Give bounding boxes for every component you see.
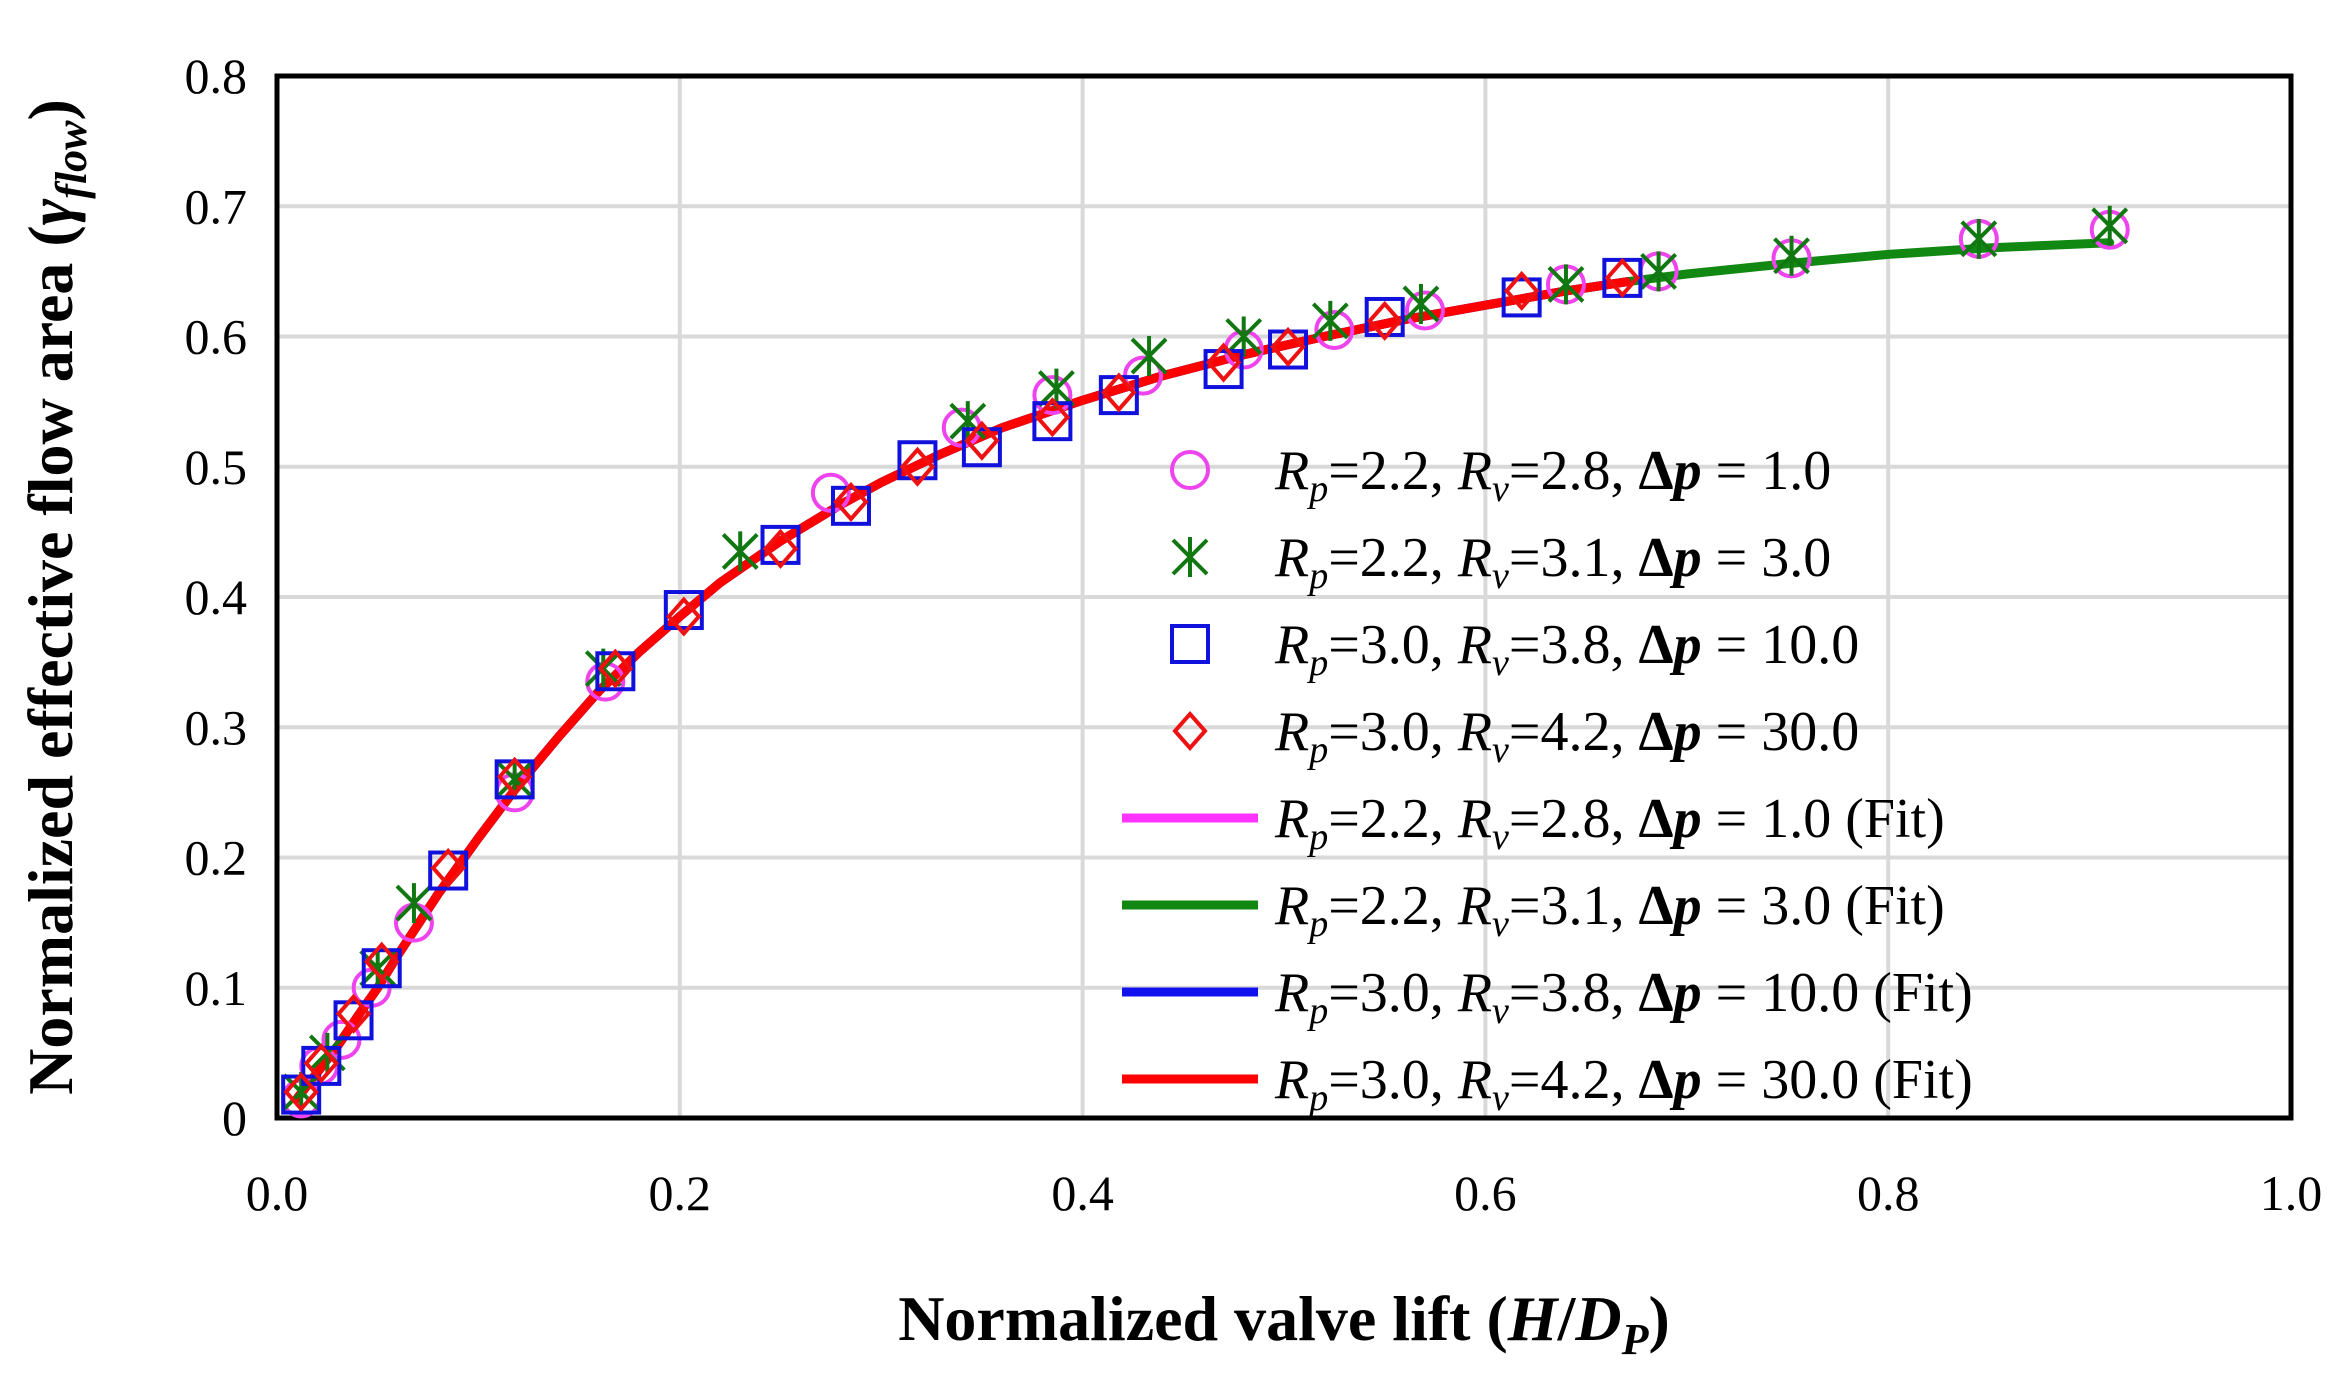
marker-star xyxy=(2091,205,2129,246)
legend-label: Rp=2.2, Rv=2.8, Δp = 1.0 (Fit) xyxy=(1274,788,1945,858)
marker-diamond xyxy=(762,528,799,569)
x-tick-label: 0.6 xyxy=(1454,1165,1517,1221)
marker-diamond xyxy=(283,1071,319,1112)
y-tick-label: 0.1 xyxy=(185,960,248,1016)
marker-square xyxy=(961,427,1002,468)
legend-label: Rp=3.0, Rv=4.2, Δp = 30.0 xyxy=(1274,701,1859,771)
x-tick-label: 0.4 xyxy=(1051,1165,1114,1221)
y-tick-label: 0 xyxy=(222,1090,247,1146)
marker-diamond xyxy=(1034,397,1071,438)
x-tick-label: 0.2 xyxy=(649,1165,712,1221)
marker-star xyxy=(282,1071,320,1112)
marker-star xyxy=(949,401,987,442)
legend: Rp=2.2, Rv=2.8, Δp = 1.0 Rp=2.2, Rv=3.1, … xyxy=(1122,440,1973,1119)
y-tick-label: 0.8 xyxy=(185,48,248,104)
marker-square xyxy=(1170,624,1210,664)
marker-star xyxy=(721,531,759,572)
marker-star xyxy=(584,648,622,689)
marker-star xyxy=(1225,316,1263,357)
marker-star xyxy=(1773,235,1810,276)
marker-square xyxy=(1203,349,1244,390)
marker-circle xyxy=(1314,309,1355,350)
legend-label: Rp=2.2, Rv=3.1, Δp = 3.0 xyxy=(1274,527,1831,597)
marker-star xyxy=(395,883,433,924)
y-tick-label: 0.4 xyxy=(185,569,248,625)
marker-diamond xyxy=(1205,342,1242,383)
marker-diamond xyxy=(1270,326,1306,367)
legend-label: Rp=3.0, Rv=3.8, Δp = 10.0 (Fit) xyxy=(1274,962,1973,1032)
y-tick-label: 0.7 xyxy=(185,178,248,234)
marker-square xyxy=(1501,277,1542,318)
legend-label: Rp=3.0, Rv=4.2, Δp = 30.0 (Fit) xyxy=(1274,1049,1973,1119)
marker-diamond xyxy=(364,941,400,982)
marker-star xyxy=(359,948,397,989)
marker-circle xyxy=(1404,290,1445,331)
marker-circle xyxy=(1170,450,1210,490)
grid-lines xyxy=(277,76,2291,1118)
y-tick-label: 0.3 xyxy=(185,699,248,755)
marker-star xyxy=(1640,251,1678,292)
marker-square xyxy=(361,948,402,989)
y-axis-title: Normalized effective flow area (γflow) xyxy=(15,99,96,1095)
marker-diamond xyxy=(335,993,372,1034)
marker-star xyxy=(1547,264,1585,305)
x-tick-label: 0.0 xyxy=(246,1165,309,1221)
marker-diamond xyxy=(303,1043,339,1084)
y-tick-label: 0.2 xyxy=(185,830,248,886)
x-axis-title: Normalized valve lift (H/DP) xyxy=(898,1283,1670,1364)
marker-star xyxy=(1130,336,1168,377)
x-tick-label: 0.8 xyxy=(1857,1165,1920,1221)
marker-square xyxy=(333,1000,374,1041)
marker-square xyxy=(897,440,938,481)
y-tick-label: 0.6 xyxy=(185,309,248,365)
marker-star xyxy=(1960,218,1998,259)
legend-label: Rp=3.0, Rv=3.8, Δp = 10.0 xyxy=(1274,614,1859,684)
legend-label: Rp=2.2, Rv=2.8, Δp = 1.0 xyxy=(1274,440,1831,510)
marker-diamond xyxy=(899,446,936,487)
marker-diamond xyxy=(1101,372,1137,413)
marker-diamond xyxy=(1503,270,1540,311)
marker-diamond xyxy=(964,420,1000,461)
marker-diamond xyxy=(1604,257,1641,298)
legend-label: Rp=2.2, Rv=3.1, Δp = 3.0 (Fit) xyxy=(1274,875,1945,945)
marker-star xyxy=(1402,283,1440,324)
marker-circle xyxy=(1032,375,1073,416)
marker-circle xyxy=(810,472,851,513)
y-tick-label: 0.5 xyxy=(185,439,248,495)
x-axis-ticks: 0.0 0.2 0.4 0.6 0.8 1.0 xyxy=(246,1165,2323,1221)
marker-star xyxy=(1311,300,1349,341)
marker-diamond xyxy=(1172,710,1208,752)
marker-diamond xyxy=(666,596,702,637)
marker-square xyxy=(663,590,704,631)
marker-diamond xyxy=(597,648,634,689)
data-markers xyxy=(281,205,2130,1119)
marker-star xyxy=(1171,537,1209,577)
marker-diamond xyxy=(430,847,466,888)
marker-diamond xyxy=(1367,300,1403,341)
marker-diamond xyxy=(833,481,869,522)
x-tick-label: 1.0 xyxy=(2260,1165,2323,1221)
marker-diamond xyxy=(496,756,533,797)
plot-area-border xyxy=(274,73,2294,1121)
y-axis-ticks: 0 0.1 0.2 0.3 0.4 0.5 0.6 0.7 0.8 xyxy=(185,48,248,1146)
